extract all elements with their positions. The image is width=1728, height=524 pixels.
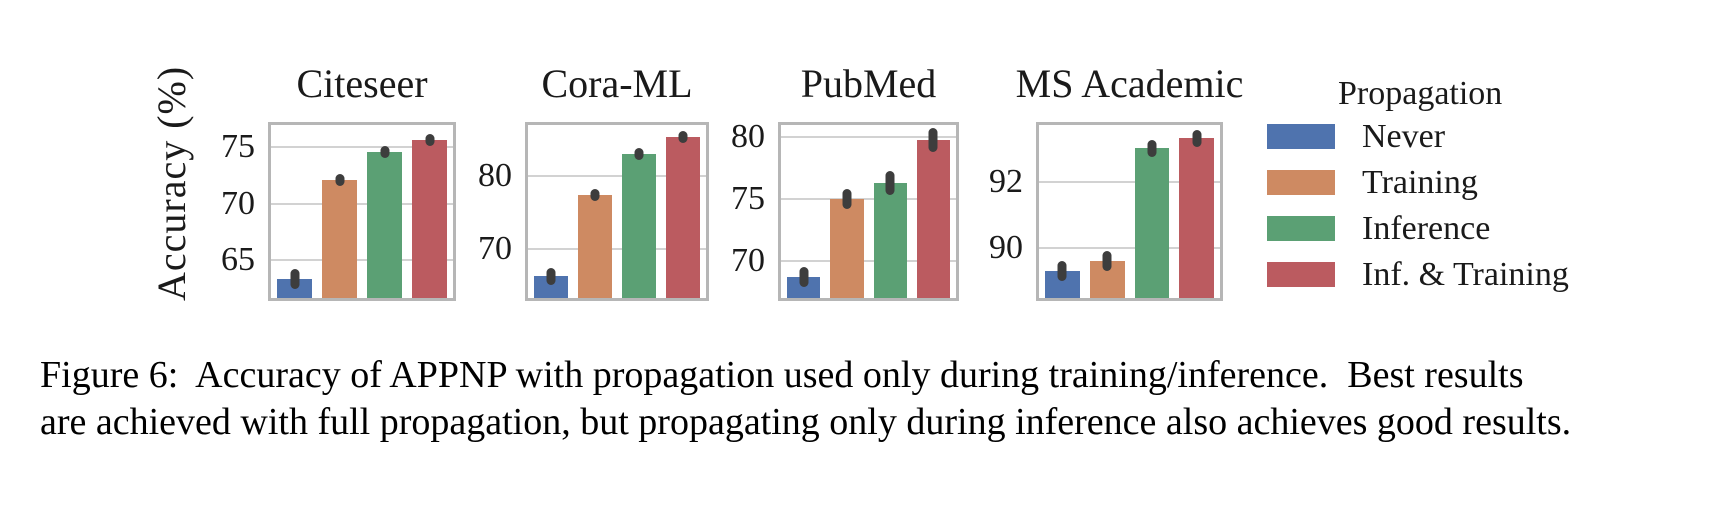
bar-training — [830, 189, 864, 298]
y-tick-label-65: 65 — [221, 240, 255, 278]
chart-title-ms-academic: MS Academic — [1015, 61, 1244, 106]
bars-citeseer — [271, 125, 453, 298]
bar-inference — [367, 145, 402, 298]
bar-inf-training — [412, 133, 447, 298]
plot-cora-ml: 70 80 — [478, 122, 709, 301]
error-bar-inf-training — [1192, 130, 1202, 147]
plot-ms-academic: 90 92 — [989, 122, 1223, 301]
gridline-70 — [528, 247, 706, 250]
error-bar-training — [335, 174, 344, 187]
chart-title-citeseer: Citeseer — [296, 61, 428, 106]
y-tick-label-70: 70 — [731, 241, 765, 279]
gridline-75 — [781, 198, 956, 201]
gridline-80 — [781, 136, 956, 139]
bars-ms-academic — [1039, 125, 1220, 298]
bar-inf-training — [666, 131, 700, 298]
plot-citeseer: 65 70 75 — [221, 122, 456, 301]
bar-inf-training — [1179, 130, 1214, 298]
error-bar-never — [799, 267, 809, 287]
caption-line-1: Figure 6: Accuracy of APPNP with propaga… — [40, 354, 1524, 396]
error-bar-never — [546, 267, 556, 285]
error-bar-training — [842, 189, 852, 210]
gridline-92 — [1039, 180, 1220, 183]
legend-swatch-inference — [1267, 216, 1335, 241]
bar-inference — [873, 170, 907, 298]
bar-training — [322, 174, 357, 298]
error-bar-never — [1057, 261, 1067, 282]
y-tick-label-90: 90 — [989, 229, 1023, 267]
chart-title-cora-ml: Cora-ML — [541, 61, 693, 106]
error-bar-inf-training — [928, 127, 938, 153]
bar-inference — [622, 147, 656, 298]
error-bar-inference — [380, 145, 389, 158]
y-tick-label-70: 70 — [221, 184, 255, 222]
gridline-65 — [271, 258, 453, 261]
legend-label-training: Training — [1362, 164, 1478, 201]
bar-never — [534, 267, 568, 298]
y-tick-label-75: 75 — [221, 128, 255, 166]
y-tick-label-92: 92 — [989, 162, 1023, 200]
bar-training — [1089, 251, 1125, 298]
error-bar-inf-training — [678, 131, 688, 144]
chart-title-pubmed: PubMed — [800, 61, 937, 106]
bar-never — [787, 267, 821, 298]
y-tick-label-80: 80 — [478, 157, 512, 195]
gridline-75 — [271, 146, 453, 149]
y-tick-label-70: 70 — [478, 229, 512, 267]
bar-training — [578, 189, 612, 298]
legend-title: Propagation — [1338, 75, 1503, 112]
legend-label-inf-training: Inf. & Training — [1362, 256, 1569, 293]
error-bar-inference — [634, 147, 644, 160]
gridline-90 — [1039, 247, 1220, 250]
y-tick-label-75: 75 — [731, 180, 765, 218]
error-bar-never — [290, 268, 299, 290]
legend-swatch-inf-training — [1267, 262, 1335, 287]
legend-swatch-training — [1267, 170, 1335, 195]
bar-inf-training — [916, 127, 950, 298]
error-bar-inf-training — [425, 133, 434, 146]
gridline-80 — [528, 175, 706, 178]
bar-inference — [1134, 139, 1170, 298]
error-bar-training — [590, 189, 600, 202]
error-bar-inference — [885, 170, 895, 196]
bar-never — [1045, 261, 1080, 298]
bar-never — [277, 268, 312, 298]
legend-swatch-never — [1267, 124, 1335, 149]
gridline-70 — [781, 259, 956, 262]
bars-cora-ml — [528, 125, 706, 298]
error-bar-inference — [1147, 139, 1157, 157]
legend-label-inference: Inference — [1362, 210, 1491, 247]
bars-pubmed — [781, 125, 956, 298]
gridline-70 — [271, 202, 453, 205]
figure-caption: Figure 6: Accuracy of APPNP with propaga… — [40, 352, 1571, 446]
caption-line-2: are achieved with full propagation, but … — [40, 401, 1572, 443]
y-tick-label-80: 80 — [731, 118, 765, 156]
legend-label-never: Never — [1362, 118, 1446, 155]
plot-pubmed: 70 75 80 — [731, 118, 959, 301]
error-bar-training — [1102, 251, 1112, 272]
